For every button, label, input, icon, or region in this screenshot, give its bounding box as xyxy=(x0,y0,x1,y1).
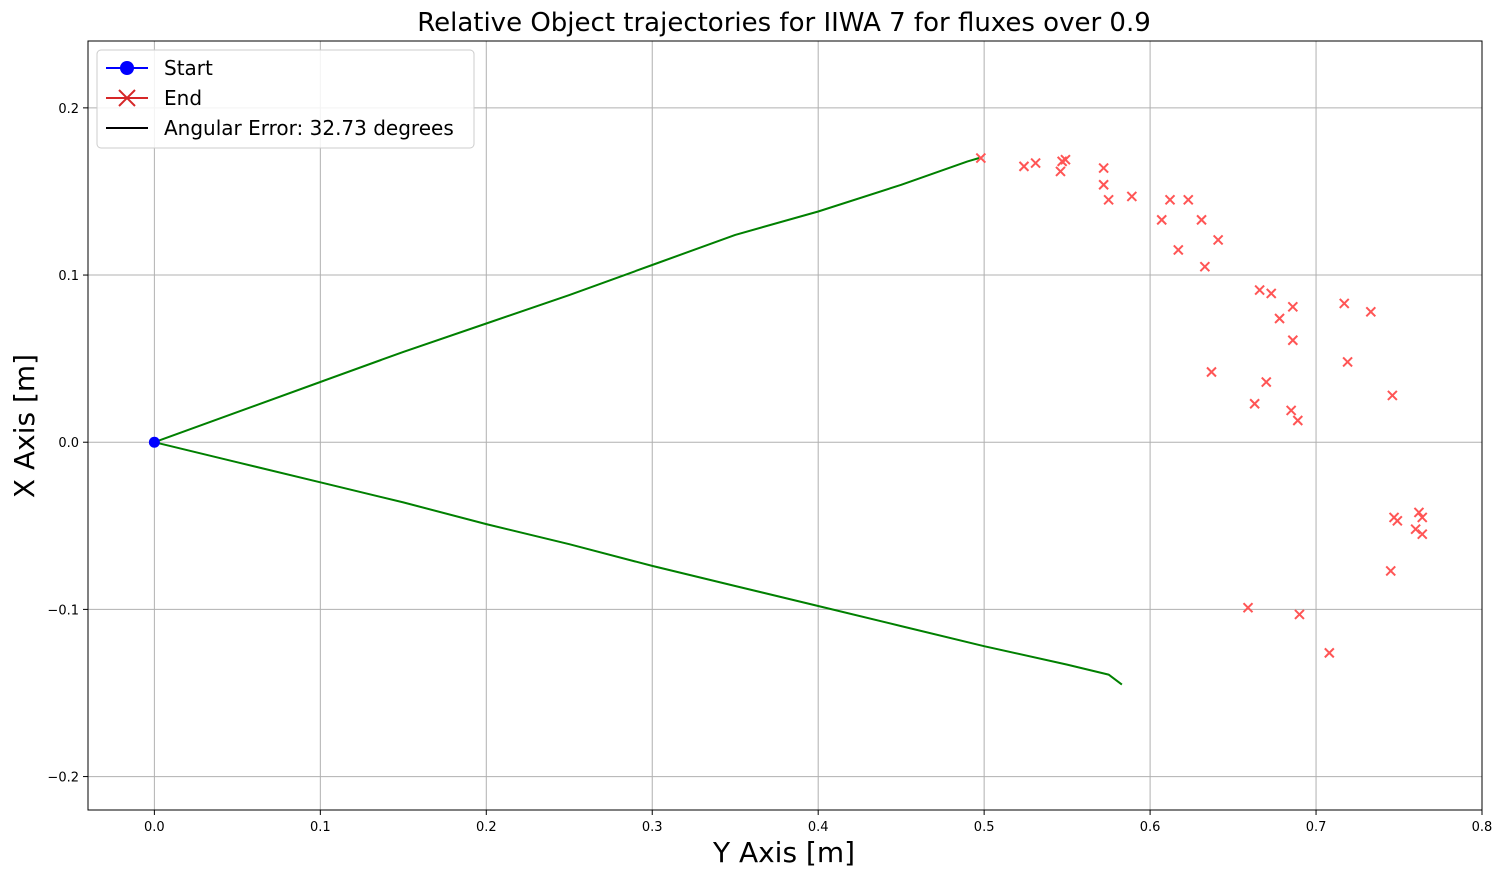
end-point-marker xyxy=(1156,214,1167,226)
end-point-marker xyxy=(1413,507,1425,518)
end-point-marker xyxy=(1060,154,1071,165)
x-tick-label: 0.0 xyxy=(144,820,165,835)
end-point-marker xyxy=(1183,194,1194,206)
end-point-marker xyxy=(1385,565,1396,577)
end-point-marker xyxy=(1342,356,1353,368)
end-point-marker xyxy=(1164,194,1176,206)
end-point-marker xyxy=(975,152,987,164)
end-point-marker xyxy=(1173,244,1184,256)
end-point-marker xyxy=(1266,288,1277,299)
legend-end-marker xyxy=(118,89,136,107)
end-point-marker xyxy=(1206,366,1217,378)
x-tick-label: 0.4 xyxy=(808,820,829,835)
x-tick-label: 0.1 xyxy=(310,820,331,835)
legend-start-label: Start xyxy=(164,56,213,80)
end-point-marker xyxy=(1292,415,1303,426)
y-tick-label: 0.1 xyxy=(58,269,79,284)
trajectory-lines xyxy=(154,157,1123,686)
end-point-marker xyxy=(1242,602,1254,613)
end-point-marker xyxy=(1212,234,1224,246)
end-point-marker xyxy=(1274,313,1285,324)
end-point-marker xyxy=(1254,284,1265,296)
x-tick-label: 0.8 xyxy=(1472,820,1493,835)
start-point-marker xyxy=(148,436,160,448)
end-point-marker xyxy=(1417,512,1428,523)
end-point-marker xyxy=(1365,306,1377,318)
legend-end-label: End xyxy=(164,86,202,110)
y-tick-labels: −0.2 −0.1 0.0 0.1 0.2 xyxy=(47,102,79,786)
end-points xyxy=(975,152,1428,659)
x-tick-label: 0.6 xyxy=(1140,820,1161,835)
legend-angular-error-label: Angular Error: 32.73 degrees xyxy=(164,116,454,140)
end-point-marker xyxy=(1055,166,1066,177)
end-point-marker xyxy=(1417,528,1428,540)
y-tick-label: 0.2 xyxy=(58,102,79,117)
end-point-marker xyxy=(1287,301,1299,313)
x-tick-label: 0.5 xyxy=(974,820,995,835)
y-tick-label: −0.2 xyxy=(47,771,79,786)
end-point-marker xyxy=(1287,335,1299,346)
end-point-marker xyxy=(1196,214,1207,226)
trajectory-line xyxy=(154,441,1123,686)
end-point-marker xyxy=(1324,647,1335,659)
end-point-marker xyxy=(1098,179,1109,190)
end-point-marker xyxy=(1249,398,1260,409)
end-point-marker xyxy=(1126,191,1138,202)
start-point xyxy=(148,436,160,448)
y-tick-label: −0.1 xyxy=(47,603,79,618)
plot-frame xyxy=(87,40,1483,811)
end-point-marker xyxy=(1387,390,1398,401)
legend: Start End Angular Error: 32.73 degrees xyxy=(96,49,475,149)
x-tick-label: 0.3 xyxy=(642,820,663,835)
x-axis-label: Y Axis [m] xyxy=(712,836,855,869)
end-point-marker xyxy=(1030,157,1041,169)
end-point-marker xyxy=(1294,609,1305,620)
end-point-marker xyxy=(1199,261,1211,272)
end-point-marker xyxy=(1392,515,1403,526)
x-tick-labels: 0.0 0.1 0.2 0.3 0.4 0.5 0.6 0.7 0.8 xyxy=(144,820,1492,835)
legend-start-marker xyxy=(120,61,134,75)
end-point-marker xyxy=(1410,523,1421,535)
chart-title: Relative Object trajectories for IIWA 7 … xyxy=(417,8,1151,38)
end-point-marker xyxy=(1018,161,1030,172)
end-point-marker xyxy=(1098,162,1109,174)
tick-marks xyxy=(83,107,1483,815)
y-tick-label: 0.0 xyxy=(58,436,79,451)
end-point-marker xyxy=(1103,194,1114,206)
trajectory-line xyxy=(154,157,980,444)
y-axis-label: X Axis [m] xyxy=(8,354,41,498)
end-point-marker xyxy=(1339,298,1350,309)
legend-box xyxy=(96,49,475,149)
end-point-marker xyxy=(1285,405,1297,416)
x-tick-label: 0.7 xyxy=(1306,820,1327,835)
end-point-marker xyxy=(1261,376,1272,388)
x-tick-label: 0.2 xyxy=(476,820,497,835)
